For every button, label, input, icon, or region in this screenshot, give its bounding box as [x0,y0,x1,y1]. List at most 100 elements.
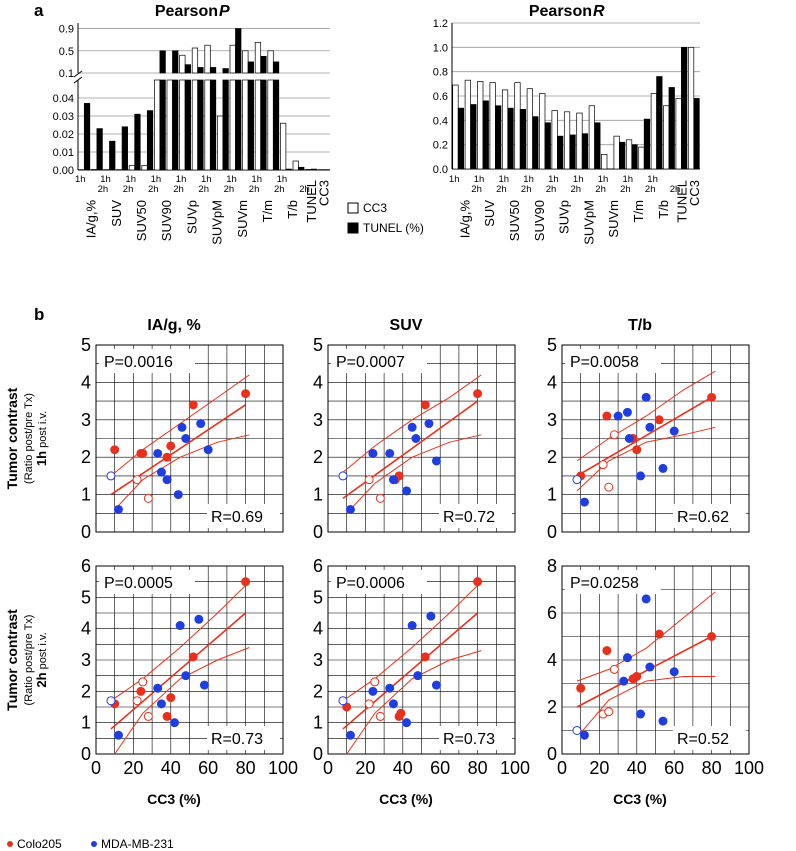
time-label: 2h [670,184,681,195]
data-point-colo [188,400,198,410]
time-label: 1h [647,174,658,185]
row-time-label: 1h post i.v. [34,411,49,466]
x-tick-label: 60 [430,758,450,778]
bar-cc3 [128,165,136,171]
data-point-colo [132,475,142,485]
x-axis-title: CC3 (%) [147,791,201,807]
p-value-label: P=0.0005 [104,575,173,592]
time-label: 2h [620,184,631,195]
data-point-colo [576,683,586,693]
y-tick-label: 5 [313,587,323,607]
row-subtitle: (Ratio post/pre Tx) [23,393,35,484]
time-label: 2h [198,184,209,195]
y-tick-label: 0.00 [53,165,74,177]
category-label: SUVm [235,200,250,238]
scatter-panel: 0 1 2 3 4 5 P=0.0007 R=0.72 [313,335,516,542]
bar-tunel [619,141,626,170]
y-tick-label: 0.2 [433,140,448,152]
legend-tunel-label: TUNEL (%) [363,221,424,235]
data-point-colo [364,475,374,485]
data-point-mda [113,505,123,515]
scatter-grid: IA/g, % CC3 (%) SUV CC3 (%) T/b CC3 (%) Tumor … [4,317,764,807]
data-point-colo [241,389,251,399]
r-value-label: R=0.69 [211,509,263,526]
data-point-mda [641,392,651,402]
regression-line [342,400,479,499]
time-label: 1h [548,174,559,185]
category-label: TUNEL [674,180,689,223]
category-label: IA/g,% [84,200,99,239]
bar-chart-pearson-p: Pearson P 0.1 0.5 0.9 0.00 0.01 0.02 0.03 0.04 1h… [53,3,332,245]
data-point-colo [632,671,642,681]
chart-title-prefix: Pearson [529,3,592,20]
r-label-box [207,504,280,528]
time-label: 1h [623,174,634,185]
bar-tunel [457,107,465,170]
data-point-mda [368,448,378,458]
time-label: 2h [546,184,557,195]
data-point-mda [658,716,668,726]
x-tick-label: 20 [355,758,375,778]
data-point-mda [636,709,646,719]
data-point-colo [473,577,483,587]
bar-cc3-lower [254,79,262,171]
p-value-label: P=0.0258 [570,575,639,592]
x-tick-label: 40 [393,758,413,778]
r-value-label: R=0.62 [677,509,729,526]
bar-tunel-lower [272,79,280,171]
data-point-mda [345,730,355,740]
legend-tunel-swatch [347,222,359,234]
bar-cc3-lower [229,79,236,171]
panel-a-label: a [34,1,44,20]
bar-tunel [693,98,700,170]
regression-line [342,612,479,730]
r-label-box [439,726,512,750]
x-tick-label: 0 [557,758,567,778]
time-label: 1h [573,174,584,185]
p-label-box [565,570,661,594]
data-point-colo [632,445,642,455]
p-label-box [99,570,195,594]
p-value-label: P=0.0006 [336,575,405,592]
data-point-colo [143,493,153,503]
data-point-colo [598,460,608,470]
data-point-colo [602,411,612,421]
time-label: 2h [148,184,159,195]
column-title: T/b [628,317,652,334]
y-tick-label: 0 [547,522,557,542]
x-tick-label: 80 [468,758,488,778]
x-tick-label: 20 [123,758,143,778]
data-point-mda [411,434,421,443]
y-tick-label: 6 [313,556,323,576]
bar-tunel [482,100,489,170]
category-label: SUVpM [210,200,225,245]
chart-title-var: P [219,3,230,20]
row-time-value: 2h [34,672,49,687]
p-value-label: P=0.0007 [336,354,405,371]
data-point-colo [707,632,717,641]
y-tick-label: 1.2 [433,18,448,30]
time-label: 1h [598,174,609,185]
bar-tunel [83,103,91,171]
bar-tunel [146,110,154,171]
data-point-colo [654,415,664,425]
bar-tunel-lower [159,79,166,171]
category-label: TUNEL [304,180,319,223]
bar-cc3-upper [254,42,262,74]
data-point-mda [113,730,123,740]
regression-line [576,396,713,477]
data-point-colo [604,482,614,492]
y-tick-label: 4 [81,372,91,392]
ci-upper-line [576,591,716,682]
y-tick-label: 1 [81,713,91,733]
time-label: 2h [274,184,285,195]
data-point-mda [368,686,378,696]
p-value-label: P=0.0016 [104,354,173,371]
data-point-mda [579,497,589,507]
y-tick-label: 3 [81,410,91,430]
data-point-colo [143,711,153,721]
time-label: 2h [521,184,532,195]
column-title: SUV [390,317,423,334]
row-time-suffix: post i.v. [37,411,49,451]
